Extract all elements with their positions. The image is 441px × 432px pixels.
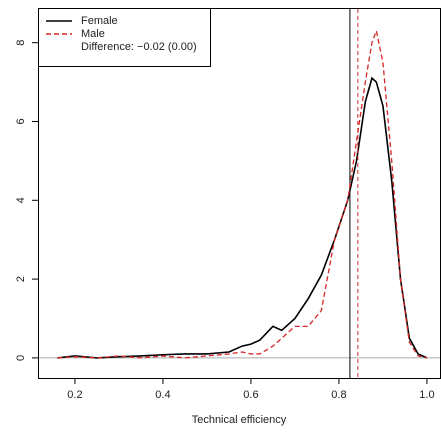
legend-box [38,8,211,67]
x-tick-label: 0.4 [155,389,170,401]
x-tick-label: 0.6 [243,389,258,401]
y-tick-label: 2 [15,276,27,282]
x-tick-label: 0.8 [331,389,346,401]
legend-label: Male [81,28,105,40]
y-tick-label: 6 [15,118,27,124]
y-tick-label: 4 [15,197,27,203]
y-tick-label: 8 [15,40,27,46]
x-tick-label: 0.2 [67,389,82,401]
density-line [57,28,428,359]
density-line [57,76,428,359]
y-tick-label: 0 [15,355,27,361]
legend-annotation: Difference: −0.02 (0.00) [81,41,197,53]
legend-label: Female [81,15,118,27]
x-tick-label: 1.0 [419,389,434,401]
x-axis-label: Technical efficiency [192,414,287,426]
